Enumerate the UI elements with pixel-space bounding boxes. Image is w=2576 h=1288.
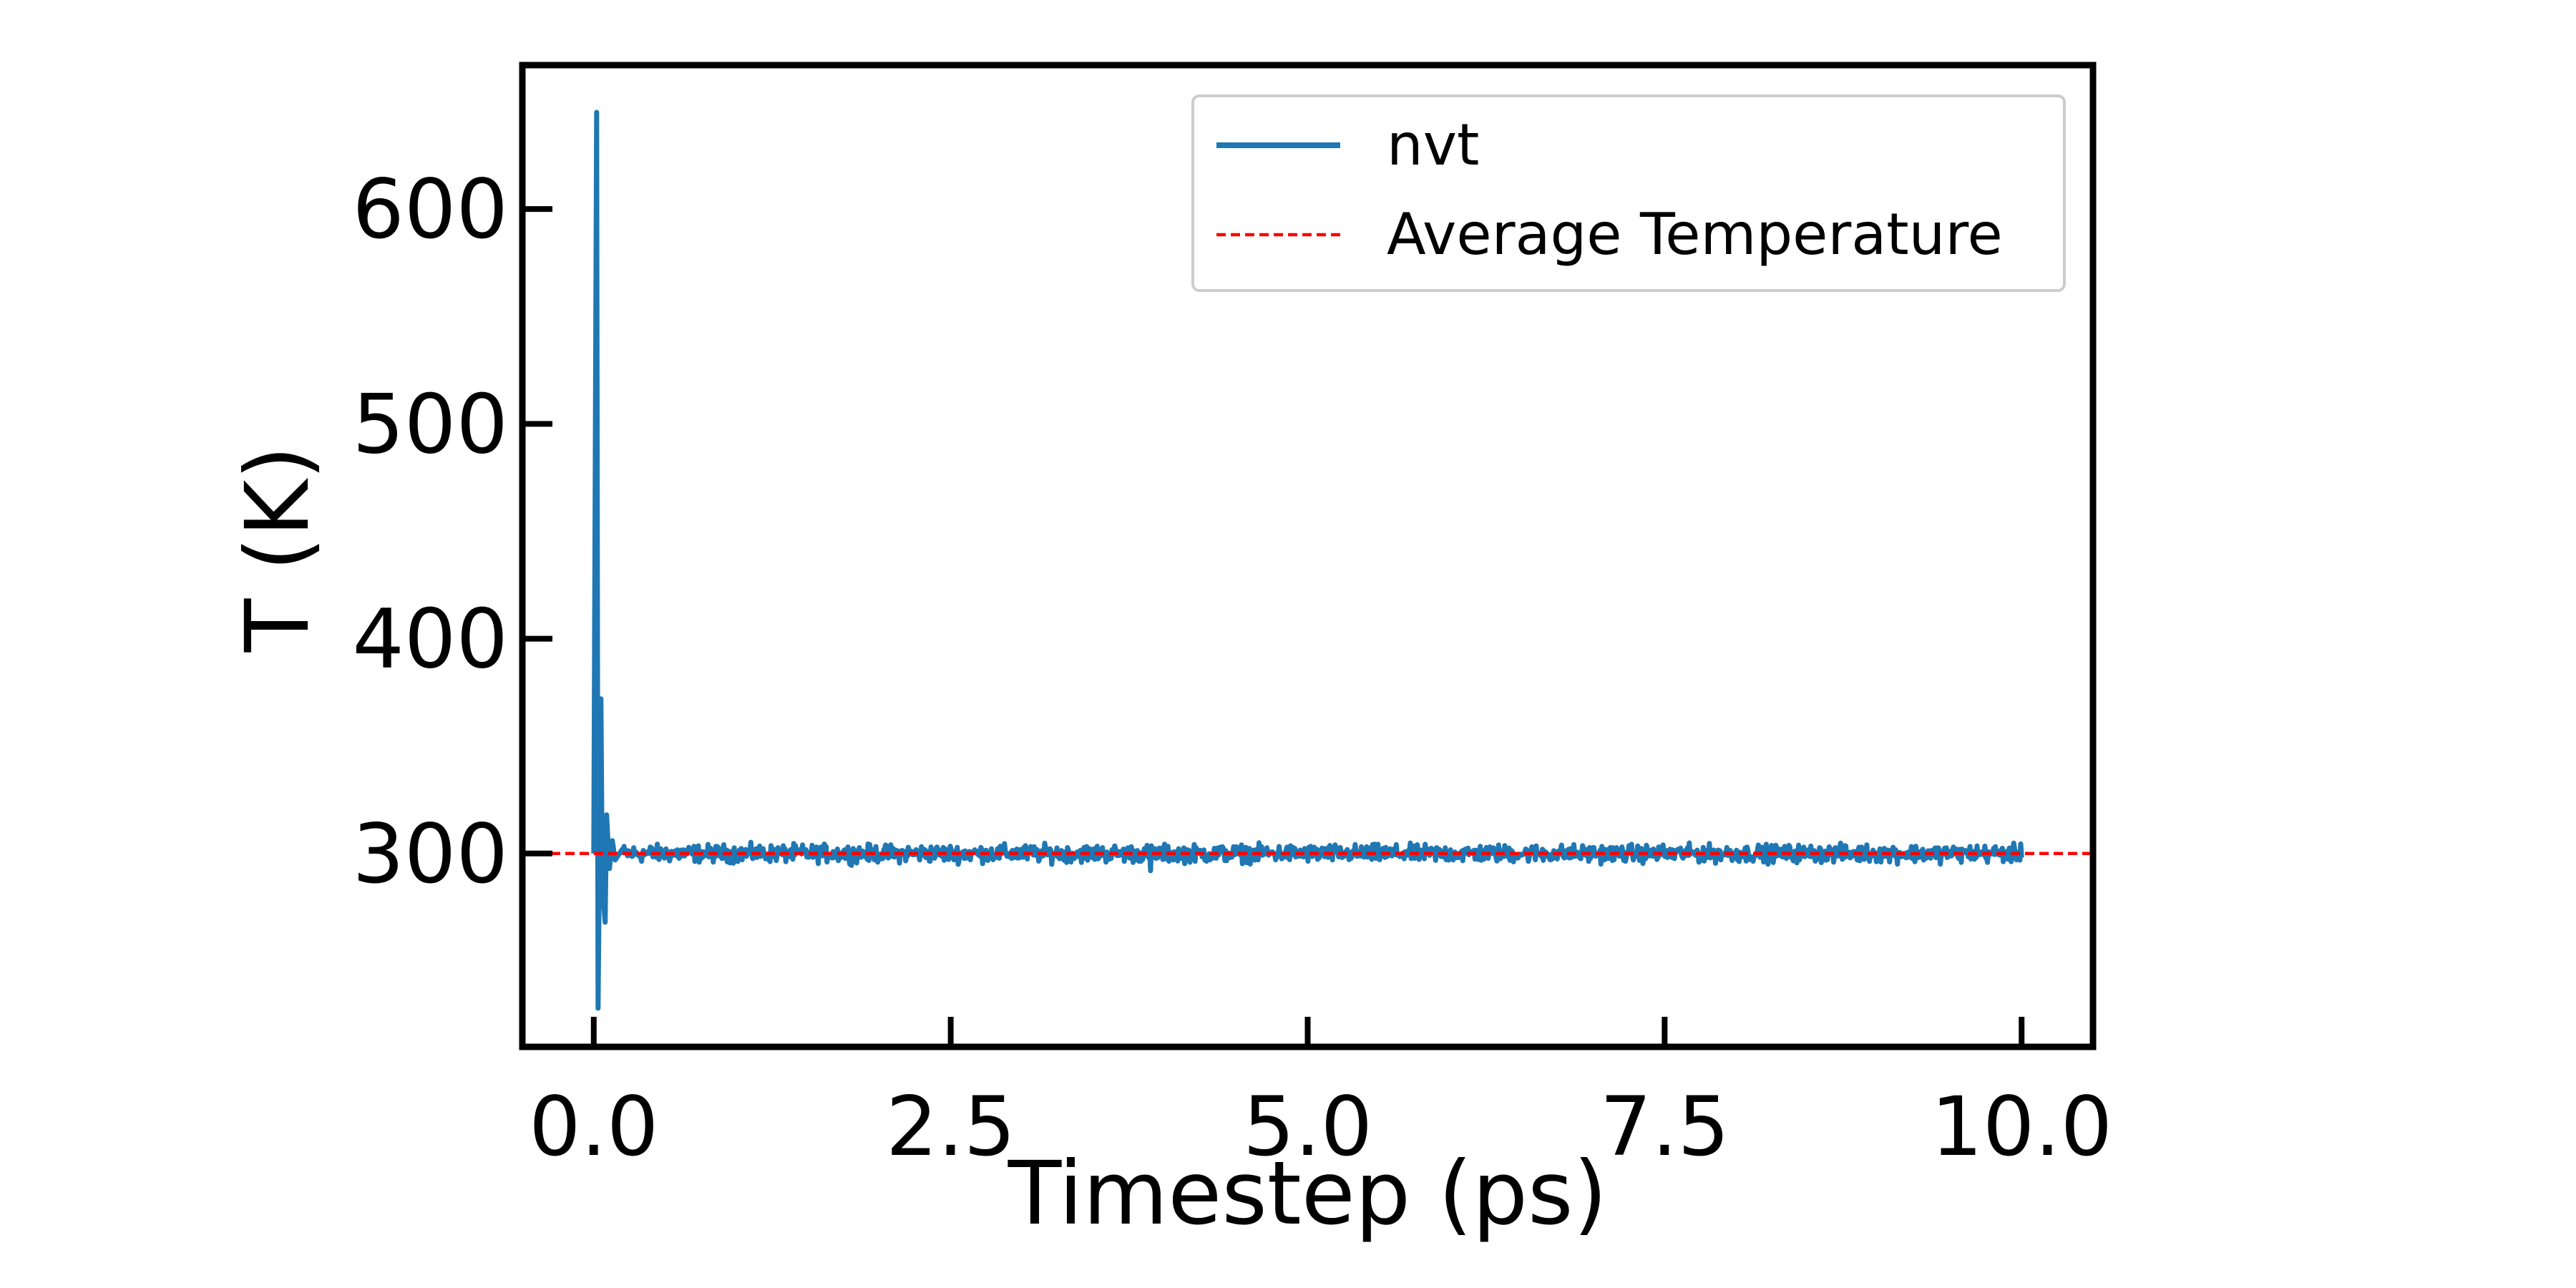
x-tick-label: 2.5 [886,1079,1015,1174]
y-tick-label: 400 [352,592,508,687]
x-tick-label: 5.0 [1243,1079,1372,1174]
y-axis-label: T (K) [227,446,328,653]
x-axis-label: Timestep (ps) [1008,1143,1607,1244]
legend-frame [1191,94,2066,292]
axes: 0.0 2.5 5.0 7.5 10.0 300 400 500 600 [352,62,2112,1174]
x-tick-label: 10.0 [1931,1079,2112,1174]
legend: nvt Average Temperature [1191,94,2066,292]
series-line-nvt [591,109,2024,1011]
legend-label-nvt: nvt [1387,112,1479,178]
y-tick-label: 300 [352,806,508,902]
x-tick-label: 7.5 [1600,1079,1729,1174]
legend-label-average-temperature: Average Temperature [1387,201,2003,268]
plot-area [522,109,2093,1011]
x-tick-label: 0.0 [529,1079,658,1174]
y-tick-label: 500 [352,376,508,472]
y-tick-label: 600 [352,162,508,257]
